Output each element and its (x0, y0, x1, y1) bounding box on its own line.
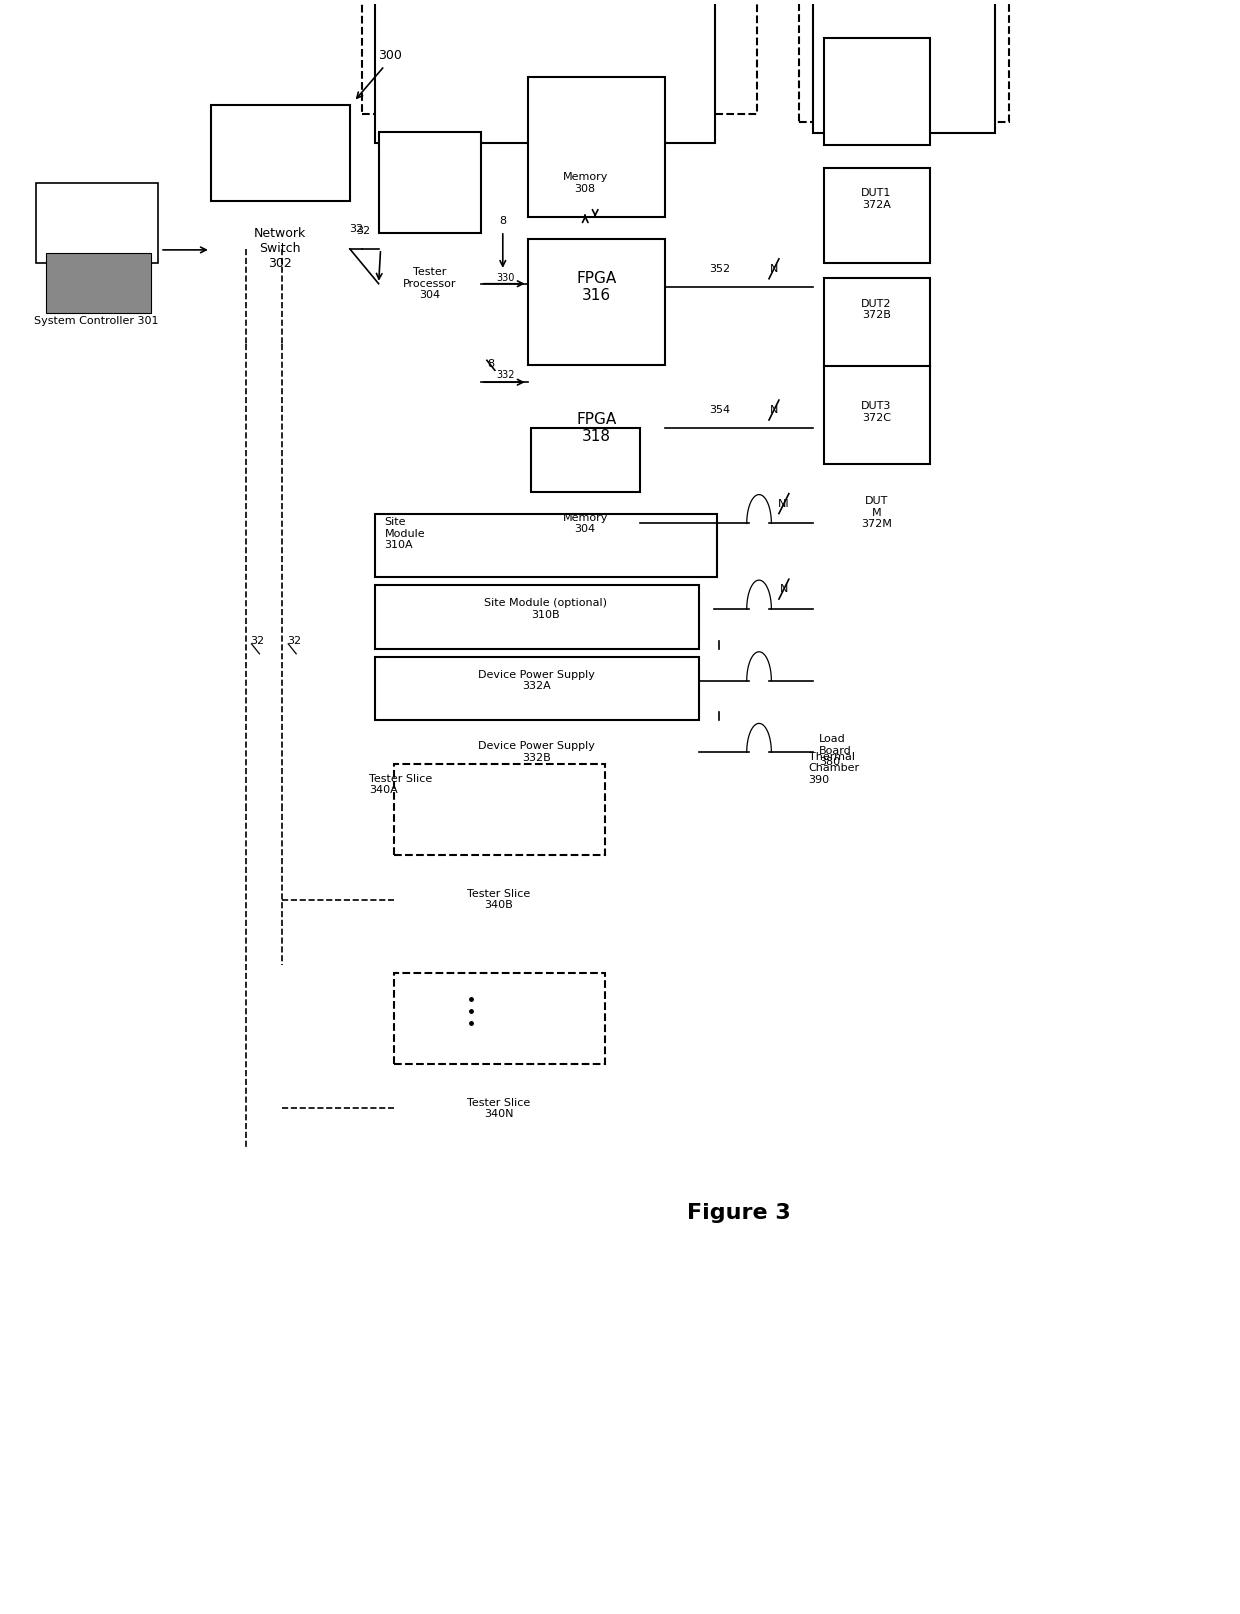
Bar (823, 168, 930, 263)
Bar (374, 657, 699, 720)
Text: Load
Board
380: Load Board 380 (818, 734, 852, 767)
Text: Memory
304: Memory 304 (563, 513, 608, 534)
Bar (531, 87, 640, 152)
Text: 354: 354 (709, 405, 730, 415)
Text: NI: NI (777, 499, 790, 508)
Text: N: N (770, 263, 779, 274)
Text: 32: 32 (348, 224, 363, 234)
Bar (823, 278, 930, 368)
Bar (36, 184, 159, 263)
Bar (362, 0, 758, 113)
Bar (374, 586, 699, 649)
Bar (393, 973, 605, 1064)
Text: 8: 8 (487, 360, 495, 370)
Text: Tester
Processor
304: Tester Processor 304 (403, 266, 456, 300)
Text: N: N (770, 405, 779, 415)
Text: FPGA
318: FPGA 318 (577, 412, 616, 444)
Text: DUT2
372B: DUT2 372B (861, 299, 892, 321)
Bar (812, 0, 996, 134)
Text: 300: 300 (378, 50, 402, 63)
Text: FPGA
316: FPGA 316 (577, 271, 616, 303)
Bar (799, 0, 1009, 121)
Bar (393, 763, 605, 855)
Text: 332: 332 (496, 370, 515, 381)
Text: 32: 32 (357, 226, 371, 236)
Bar (528, 239, 665, 365)
Text: Site
Module
310A: Site Module 310A (384, 516, 425, 550)
Text: N: N (780, 584, 789, 594)
Text: DUT
M
372M: DUT M 372M (861, 495, 892, 529)
Text: System Controller 301: System Controller 301 (35, 315, 159, 326)
Bar (528, 77, 665, 216)
Bar (374, 513, 718, 578)
Bar (211, 105, 350, 202)
Bar (531, 428, 640, 492)
Text: Memory
308: Memory 308 (563, 173, 608, 194)
Text: Device Power Supply
332A: Device Power Supply 332A (479, 670, 595, 691)
Text: DUT1
372A: DUT1 372A (861, 189, 892, 210)
Bar (378, 131, 481, 232)
Text: Thermal
Chamber
390: Thermal Chamber 390 (808, 752, 859, 784)
Bar (823, 39, 930, 145)
Bar (46, 253, 151, 313)
Text: Tester Slice
340B: Tester Slice 340B (467, 889, 531, 910)
Bar (374, 0, 715, 144)
Text: Tester Slice
340A: Tester Slice 340A (370, 773, 433, 796)
Text: 32: 32 (288, 636, 301, 646)
Text: Network
Switch
302: Network Switch 302 (254, 228, 306, 271)
Text: 330: 330 (496, 273, 515, 282)
Text: 352: 352 (709, 263, 730, 274)
Text: 8: 8 (500, 216, 506, 226)
Text: 32: 32 (250, 636, 264, 646)
Text: Figure 3: Figure 3 (687, 1202, 791, 1223)
Text: DUT3
372C: DUT3 372C (861, 402, 892, 423)
Bar (823, 366, 930, 463)
Text: Site Module (optional)
310B: Site Module (optional) 310B (484, 599, 608, 620)
Text: Tester Slice
340N: Tester Slice 340N (467, 1098, 531, 1119)
Bar (52, 291, 144, 305)
Text: Device Power Supply
332B: Device Power Supply 332B (479, 741, 595, 763)
